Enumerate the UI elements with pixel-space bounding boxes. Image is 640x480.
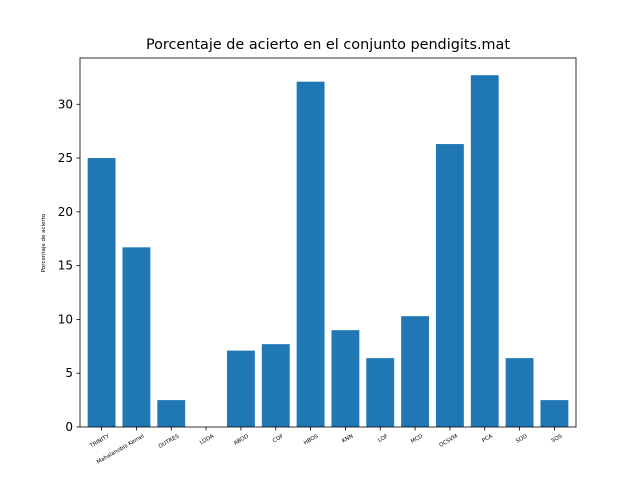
x-tick-label: OUTRES xyxy=(158,433,181,450)
y-tick-label: 5 xyxy=(65,366,73,380)
x-tick-label: MCD xyxy=(410,434,424,446)
y-axis-label: Porcentaje de acierto xyxy=(41,213,47,272)
x-tick-label: HBOS xyxy=(303,433,320,446)
bar-mcd xyxy=(401,316,430,427)
x-tick-label: PCA xyxy=(481,433,494,444)
bar-hbos xyxy=(296,81,325,428)
x-tick-label: LOF xyxy=(377,434,389,444)
bar-sod xyxy=(505,358,534,427)
bar-knn xyxy=(331,330,360,427)
bar-outres xyxy=(157,400,186,427)
bar-lof xyxy=(366,358,395,427)
chart-title: Porcentaje de acierto en el conjunto pen… xyxy=(146,37,510,53)
x-tick-label: ABOD xyxy=(233,434,250,447)
x-tick-label: SOS xyxy=(551,433,564,444)
y-tick-label: 25 xyxy=(58,151,73,165)
bar-cof xyxy=(261,344,290,427)
bar-mahalanobis-kernel xyxy=(122,247,151,427)
y-tick-label: 10 xyxy=(58,312,73,326)
x-tick-label: OCSVM xyxy=(438,433,459,448)
bar-trinity xyxy=(87,158,116,427)
x-tick-label: LODA xyxy=(199,433,215,446)
bar-abod xyxy=(226,350,255,427)
y-tick-label: 30 xyxy=(58,97,73,111)
bars-group xyxy=(87,75,569,428)
x-tick-label: COF xyxy=(272,434,285,445)
bar-pca xyxy=(470,75,499,427)
y-tick-label: 15 xyxy=(58,259,73,273)
plot-area-frame xyxy=(79,57,577,428)
bar-sos xyxy=(540,400,569,427)
bar-ocsvm xyxy=(435,144,464,427)
y-axis-ticks: 0 5 10 15 20 25 30 xyxy=(58,97,80,434)
y-tick-label: 0 xyxy=(65,420,73,434)
x-tick-label: KNN xyxy=(341,434,354,445)
x-tick-label: TRINITY xyxy=(88,433,111,450)
y-tick-label: 20 xyxy=(58,205,73,219)
x-tick-label: SOD xyxy=(515,434,528,445)
